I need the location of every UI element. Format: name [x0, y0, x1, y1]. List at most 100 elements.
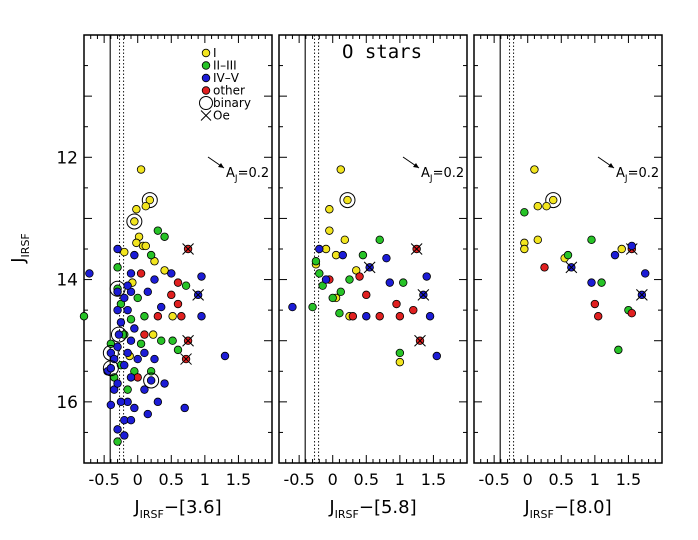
- binary-ring: [143, 372, 160, 389]
- x-tick-label: 1: [590, 470, 600, 489]
- reddening-value: =0.2: [433, 166, 465, 181]
- data-point: [123, 348, 132, 358]
- data-point: [533, 235, 542, 245]
- binary-ring: [339, 192, 356, 209]
- data-point: [540, 263, 549, 272]
- data-point: [340, 235, 349, 245]
- data-point: [113, 305, 122, 315]
- x-axis-label: JIRSF−[8.0]: [523, 497, 611, 521]
- data-point: [530, 165, 539, 174]
- data-point: [375, 312, 384, 321]
- data-point: [345, 275, 354, 284]
- data-point: [123, 385, 132, 394]
- data-point: [173, 299, 183, 309]
- data-point: [321, 275, 331, 284]
- data-point: [123, 281, 132, 290]
- data-point: [106, 364, 116, 373]
- reddening-label: AJ=0.2: [616, 166, 659, 184]
- reddening-symbol: A: [421, 166, 430, 181]
- data-point: [167, 269, 176, 278]
- data-point: [338, 250, 347, 260]
- panel-j-minus-5-8: -0.5 0 0.5 1 1.5 AJ=0.2 O stars JIRSF−[5.8]: [278, 34, 468, 521]
- x-tick-label: 0: [133, 470, 143, 489]
- data-point: [157, 302, 166, 312]
- oe-cross: [192, 289, 204, 301]
- data-point: [140, 312, 149, 321]
- x-tick-label: 0: [328, 470, 338, 489]
- data-point: [146, 376, 156, 385]
- x-tick-label: 1: [395, 470, 405, 489]
- data-point: [160, 379, 169, 388]
- reference-lines: [499, 35, 515, 463]
- data-point: [395, 357, 405, 367]
- x-axis-label-rest: −[8.0]: [554, 497, 612, 518]
- data-point: [328, 293, 337, 303]
- data-point: [132, 238, 141, 248]
- data-point: [141, 201, 150, 211]
- x-tick-label: 0.5: [159, 470, 184, 489]
- data-point: [311, 257, 321, 266]
- data-point: [641, 269, 650, 278]
- panel-title: O stars: [342, 41, 422, 63]
- data-point: [197, 312, 206, 321]
- data-point: [336, 165, 345, 174]
- oe-cross: [182, 243, 194, 255]
- axis-ticks: -0.5 0 0.5 1 1.5: [473, 34, 663, 489]
- legend-label: Oe: [213, 109, 230, 123]
- data-point: [343, 195, 352, 205]
- data-point: [120, 431, 129, 440]
- binary-ring: [141, 192, 158, 209]
- x-axis-label: JIRSF−[3.6]: [133, 497, 221, 521]
- data-point: [140, 348, 149, 358]
- data-point: [385, 278, 394, 287]
- data-point: [126, 269, 136, 278]
- oe-cross: [417, 289, 430, 301]
- reddening-symbol: A: [226, 166, 235, 181]
- data-point: [325, 205, 334, 214]
- data-points: [288, 165, 441, 367]
- data-point: [113, 342, 122, 352]
- y-tick-label: 16: [56, 393, 78, 413]
- x-tick-label: -0.5: [479, 470, 510, 489]
- data-point: [220, 351, 230, 361]
- data-point: [113, 425, 122, 434]
- data-point: [116, 397, 126, 407]
- data-point: [197, 272, 206, 281]
- panel-j-minus-8-0: -0.5 0 0.5 1 1.5 AJ=0.2 JIRSF−[8.0]: [473, 34, 663, 521]
- data-point: [160, 266, 169, 275]
- data-point: [542, 201, 551, 211]
- data-point: [153, 397, 163, 407]
- x-axis-label-sub: IRSF: [335, 508, 359, 521]
- legend-marker: [201, 86, 211, 95]
- data-point: [136, 269, 146, 278]
- data-point: [143, 409, 152, 419]
- data-point: [153, 226, 163, 235]
- data-point: [106, 400, 116, 410]
- data-points: [79, 165, 230, 446]
- x-tick-label: 1.5: [226, 470, 251, 489]
- y-tick-label: 14: [56, 271, 78, 291]
- data-point: [375, 235, 384, 245]
- data-point: [395, 348, 405, 358]
- data-point: [520, 244, 529, 254]
- x-axis-label-main: J: [523, 497, 529, 518]
- data-point: [432, 351, 441, 361]
- binary-ring: [545, 192, 562, 209]
- data-point: [594, 312, 603, 321]
- data-point: [168, 312, 177, 321]
- data-point: [133, 354, 142, 364]
- data-point: [425, 312, 435, 321]
- data-point: [315, 269, 324, 278]
- annotations: AJ=0.2: [597, 156, 659, 184]
- data-point: [113, 437, 122, 446]
- data-point: [563, 250, 573, 260]
- legend-label: I: [213, 46, 217, 60]
- oe-cross: [180, 353, 192, 365]
- data-point: [399, 278, 408, 287]
- data-points: [520, 165, 650, 355]
- legend-label: IV–V: [213, 71, 240, 85]
- svg-text:JIRSF: JIRSF: [8, 233, 32, 264]
- data-point: [288, 302, 297, 312]
- data-point: [126, 315, 136, 324]
